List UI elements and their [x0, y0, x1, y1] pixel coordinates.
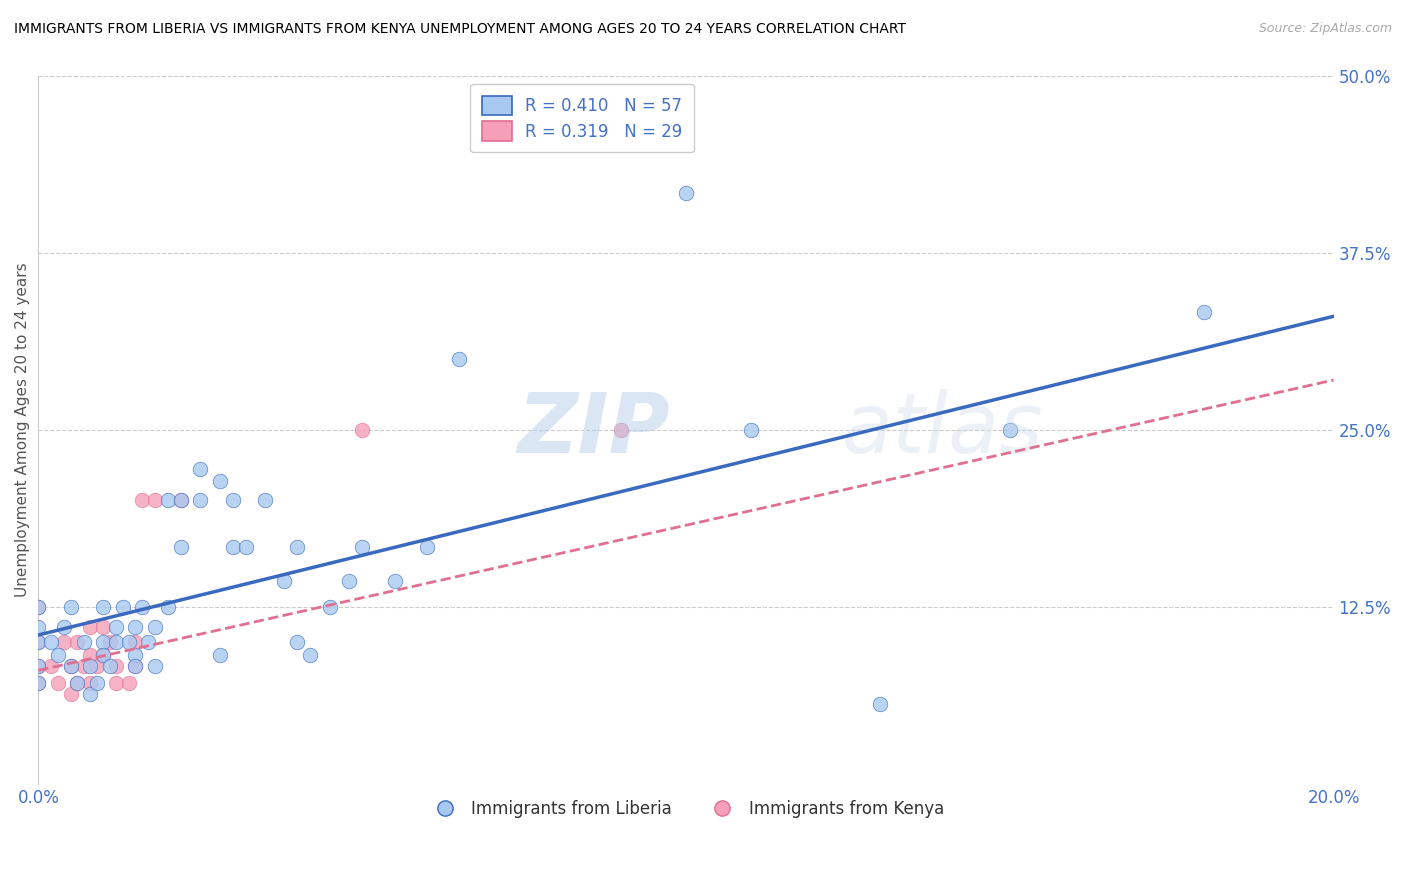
- Point: [39, 659, 62, 673]
- Text: Source: ZipAtlas.com: Source: ZipAtlas.com: [1258, 22, 1392, 36]
- Point: [124, 659, 146, 673]
- Point: [73, 635, 96, 649]
- Point: [188, 493, 211, 508]
- Point: [221, 493, 243, 508]
- Point: [105, 635, 128, 649]
- Point: [143, 659, 166, 673]
- Point: [998, 423, 1021, 437]
- Point: [105, 619, 128, 633]
- Point: [91, 619, 114, 633]
- Point: [352, 540, 374, 554]
- Point: [253, 493, 276, 508]
- Point: [98, 635, 121, 649]
- Point: [91, 635, 114, 649]
- Point: [98, 659, 121, 673]
- Point: [124, 619, 146, 633]
- Point: [156, 493, 179, 508]
- Point: [319, 599, 342, 614]
- Point: [124, 659, 146, 673]
- Point: [337, 574, 360, 589]
- Point: [27, 635, 49, 649]
- Point: [1192, 305, 1215, 319]
- Point: [105, 659, 128, 673]
- Legend: Immigrants from Liberia, Immigrants from Kenya: Immigrants from Liberia, Immigrants from…: [422, 794, 950, 825]
- Point: [352, 423, 374, 437]
- Point: [235, 540, 257, 554]
- Point: [131, 599, 153, 614]
- Point: [66, 676, 89, 690]
- Point: [118, 676, 141, 690]
- Point: [79, 619, 101, 633]
- Point: [143, 493, 166, 508]
- Point: [138, 635, 160, 649]
- Point: [131, 493, 153, 508]
- Point: [170, 493, 193, 508]
- Point: [27, 635, 49, 649]
- Point: [66, 635, 89, 649]
- Point: [869, 698, 891, 712]
- Point: [66, 676, 89, 690]
- Point: [46, 648, 69, 662]
- Point: [27, 599, 49, 614]
- Point: [124, 635, 146, 649]
- Point: [287, 540, 309, 554]
- Point: [273, 574, 295, 589]
- Point: [208, 648, 231, 662]
- Point: [39, 635, 62, 649]
- Point: [449, 351, 471, 366]
- Point: [740, 423, 762, 437]
- Text: IMMIGRANTS FROM LIBERIA VS IMMIGRANTS FROM KENYA UNEMPLOYMENT AMONG AGES 20 TO 2: IMMIGRANTS FROM LIBERIA VS IMMIGRANTS FR…: [14, 22, 905, 37]
- Point: [59, 688, 82, 702]
- Point: [73, 659, 96, 673]
- Point: [188, 462, 211, 476]
- Point: [221, 540, 243, 554]
- Point: [46, 676, 69, 690]
- Text: atlas: atlas: [841, 389, 1043, 470]
- Point: [59, 659, 82, 673]
- Text: ZIP: ZIP: [517, 389, 671, 470]
- Point: [27, 676, 49, 690]
- Point: [156, 599, 179, 614]
- Point: [675, 186, 697, 200]
- Point: [124, 648, 146, 662]
- Point: [53, 635, 76, 649]
- Point: [610, 423, 633, 437]
- Point: [59, 599, 82, 614]
- Point: [79, 676, 101, 690]
- Point: [91, 648, 114, 662]
- Point: [27, 599, 49, 614]
- Point: [59, 659, 82, 673]
- Point: [27, 659, 49, 673]
- Point: [53, 619, 76, 633]
- Point: [91, 648, 114, 662]
- Point: [27, 619, 49, 633]
- Point: [79, 659, 101, 673]
- Point: [384, 574, 406, 589]
- Point: [86, 659, 108, 673]
- Point: [118, 635, 141, 649]
- Y-axis label: Unemployment Among Ages 20 to 24 years: Unemployment Among Ages 20 to 24 years: [15, 262, 30, 597]
- Point: [27, 659, 49, 673]
- Point: [416, 540, 439, 554]
- Point: [27, 676, 49, 690]
- Point: [299, 648, 322, 662]
- Point: [208, 474, 231, 488]
- Point: [79, 648, 101, 662]
- Point: [287, 635, 309, 649]
- Point: [170, 540, 193, 554]
- Point: [86, 676, 108, 690]
- Point: [143, 619, 166, 633]
- Point: [105, 676, 128, 690]
- Point: [79, 688, 101, 702]
- Point: [91, 599, 114, 614]
- Point: [170, 493, 193, 508]
- Point: [111, 599, 134, 614]
